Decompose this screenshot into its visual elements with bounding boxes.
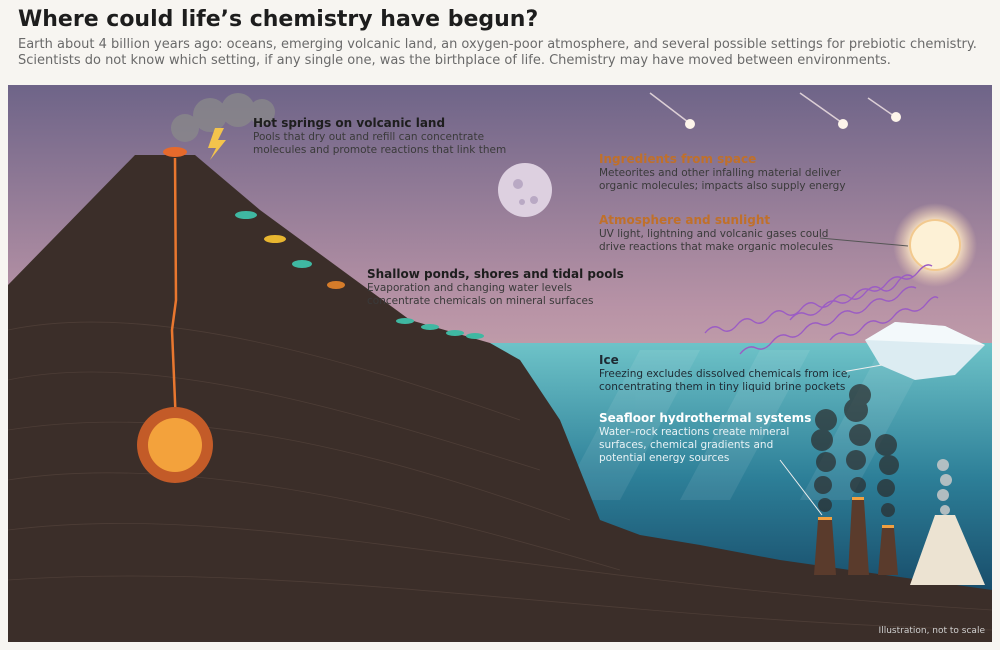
label-title: Shallow ponds, shores and tidal pools (367, 267, 624, 281)
uv-waves (704, 264, 939, 355)
hot-spring-pools (235, 211, 484, 339)
label-body: UV light, lightning and volcanic gases c… (599, 228, 828, 240)
subtitle-line: Scientists do not know which setting, if… (18, 53, 891, 68)
label-title: Hot springs on volcanic land (253, 116, 445, 130)
label-body: Pools that dry out and refill can concen… (253, 131, 484, 143)
label-title: Atmosphere and sunlight (599, 213, 770, 227)
lightning (208, 128, 226, 160)
crater-lava (163, 147, 187, 157)
volcano-smoke (171, 93, 275, 142)
note: Illustration, not to scale (879, 626, 986, 636)
label-body: Freezing excludes dissolved chemicals fr… (599, 368, 851, 380)
meteors (685, 112, 901, 129)
strata (8, 321, 992, 631)
label-body: molecules and promote reactions that lin… (253, 144, 506, 156)
title: Where could life’s chemistry have begun? (18, 7, 538, 32)
lava-conduit (170, 157, 178, 426)
leader-lines (779, 237, 909, 516)
sun (909, 219, 961, 271)
moon (498, 163, 552, 217)
label-title: Ingredients from space (599, 152, 756, 166)
label-body: drive reactions that make organic molecu… (599, 241, 833, 253)
label-body: surfaces, chemical gradients and (599, 439, 773, 451)
scene (8, 85, 992, 642)
land (8, 155, 992, 642)
label-body: Evaporation and changing water levels (367, 282, 572, 294)
label-body: Meteorites and other infalling material … (599, 167, 841, 179)
label-title: Ice (599, 353, 619, 367)
label-body: Water–rock reactions create mineral (599, 426, 789, 438)
label-body: concentrating them in tiny liquid brine … (599, 381, 845, 393)
hydrothermal-vents (811, 384, 985, 585)
labels: Hot springs on volcanic land Pools that … (253, 116, 985, 636)
label-title: Seafloor hydrothermal systems (599, 411, 811, 425)
label-body: potential energy sources (599, 452, 729, 464)
label-body: organic molecules; impacts also supply e… (599, 180, 846, 192)
subtitle-line: Earth about 4 billion years ago: oceans,… (18, 37, 977, 52)
label-body: concentrate chemicals on mineral surface… (367, 295, 593, 307)
meteor-trails (649, 92, 895, 123)
